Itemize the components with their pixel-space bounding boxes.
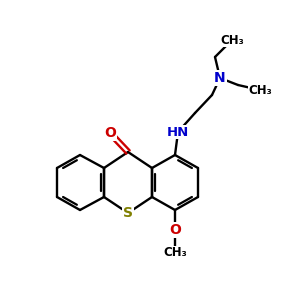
Text: CH₃: CH₃: [163, 247, 187, 260]
Text: CH₃: CH₃: [220, 34, 244, 46]
Text: N: N: [214, 71, 226, 85]
Text: HN: HN: [167, 125, 189, 139]
Text: O: O: [169, 223, 181, 237]
Text: S: S: [123, 206, 133, 220]
Text: CH₃: CH₃: [248, 83, 272, 97]
Text: O: O: [104, 126, 116, 140]
